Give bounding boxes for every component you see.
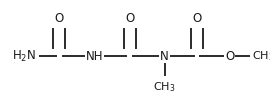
Text: O: O [55,12,64,25]
Text: O: O [225,50,234,62]
Text: $\mathrm{CH_3}$: $\mathrm{CH_3}$ [153,81,176,94]
Text: N: N [160,50,169,62]
Text: NH: NH [86,50,103,62]
Text: O: O [125,12,134,25]
Text: $\mathrm{H_2N}$: $\mathrm{H_2N}$ [12,48,36,64]
Text: $\mathrm{CH_3}$: $\mathrm{CH_3}$ [252,49,270,63]
Text: O: O [193,12,202,25]
